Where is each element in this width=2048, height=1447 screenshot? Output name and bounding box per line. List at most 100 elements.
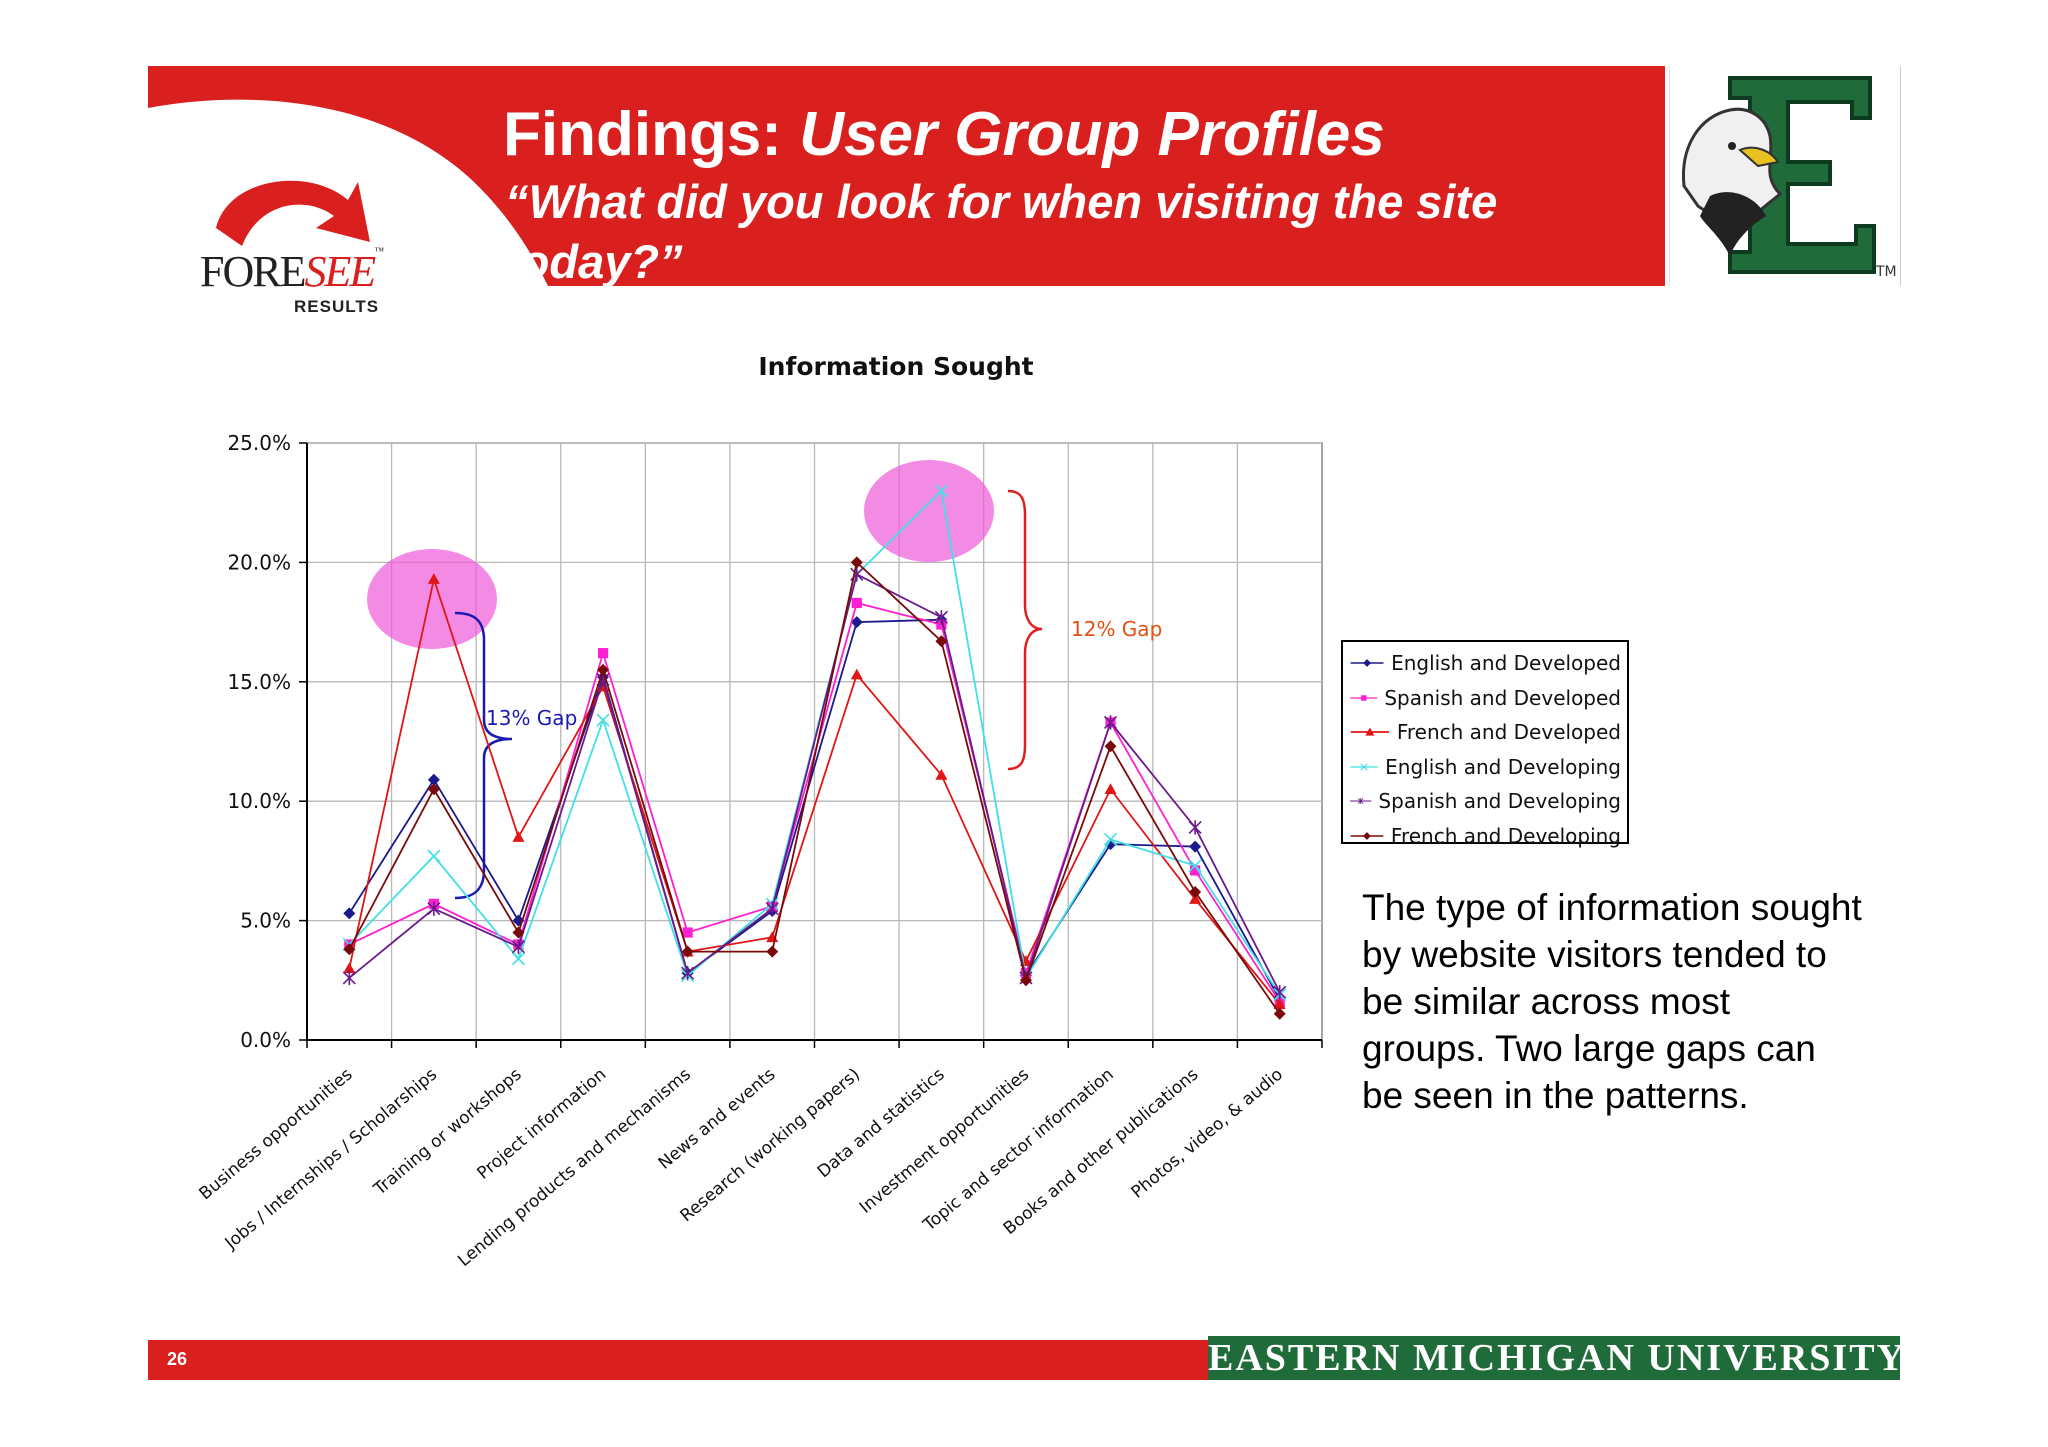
gap-label-12: 12% Gap bbox=[1071, 617, 1162, 641]
emu-trademark: TM bbox=[1875, 264, 1897, 280]
legend-marker bbox=[1363, 659, 1371, 668]
data-point bbox=[1104, 783, 1117, 795]
legend-marker bbox=[1360, 695, 1367, 701]
data-point bbox=[597, 648, 609, 659]
legend-marker bbox=[1365, 727, 1375, 736]
data-point bbox=[850, 556, 863, 569]
university-name: EASTERN MICHIGAN UNIVERSITY bbox=[1208, 1336, 1906, 1380]
y-tick-label: 5.0% bbox=[240, 909, 291, 933]
data-point bbox=[850, 616, 863, 629]
legend-item: English and Developing bbox=[1349, 750, 1621, 785]
x-tick-label: Investment opportunities bbox=[856, 1064, 1033, 1217]
foresee-logo-text: FORESEE™ bbox=[200, 246, 385, 296]
data-point bbox=[850, 668, 863, 680]
data-point bbox=[681, 945, 694, 958]
series-line bbox=[348, 575, 1281, 1005]
x-tick-label: Research (working papers) bbox=[677, 1065, 864, 1227]
data-point bbox=[934, 610, 948, 625]
data-point bbox=[342, 970, 356, 986]
legend-marker bbox=[1360, 763, 1368, 771]
y-tick-label: 20.0% bbox=[227, 550, 291, 574]
highlight-circle-jobs bbox=[367, 549, 497, 649]
data-point bbox=[1104, 740, 1117, 753]
data-point bbox=[597, 663, 610, 676]
y-tick-label: 15.0% bbox=[227, 670, 291, 694]
data-point bbox=[935, 768, 948, 780]
data-point bbox=[427, 773, 440, 786]
legend-label: French and Developing bbox=[1390, 823, 1621, 848]
data-point bbox=[1189, 885, 1202, 898]
data-point bbox=[1188, 820, 1202, 835]
legend-item: Spanish and Developed bbox=[1349, 681, 1621, 716]
gap-bracket-13 bbox=[454, 611, 513, 900]
data-point bbox=[343, 962, 356, 974]
data-point bbox=[1019, 974, 1032, 987]
x-tick-label: Photos, video, & audio bbox=[1128, 1065, 1287, 1203]
x-tick-label: Business opportunities bbox=[196, 1064, 357, 1204]
series-french-and-developing bbox=[343, 556, 1286, 1020]
y-tick-label: 25.0% bbox=[227, 431, 291, 455]
y-tick-label: 0.0% bbox=[240, 1028, 291, 1052]
data-point bbox=[682, 927, 693, 938]
gap-label-13: 13% Gap bbox=[486, 706, 577, 730]
data-point bbox=[1273, 998, 1286, 1009]
chart-title: Information Sought bbox=[758, 352, 1033, 381]
legend-label: French and Developed bbox=[1396, 720, 1621, 745]
data-point bbox=[1103, 715, 1118, 730]
foresee-logo-subtext: RESULTS bbox=[294, 297, 380, 316]
data-point bbox=[1273, 985, 1287, 1000]
legend-label: Spanish and Developing bbox=[1378, 789, 1621, 814]
legend-marker bbox=[1363, 831, 1371, 840]
description-text: The type of information sought by websit… bbox=[1362, 887, 1862, 1116]
legend-label: English and Developed bbox=[1391, 651, 1621, 676]
legend-item: French and Developed bbox=[1349, 715, 1621, 750]
emu-eagle-e-icon: TM bbox=[1681, 76, 1897, 280]
legend-swatch bbox=[1350, 695, 1378, 701]
series-lines bbox=[342, 484, 1287, 1020]
data-point bbox=[343, 943, 356, 956]
legend-label: English and Developing bbox=[1385, 754, 1621, 779]
legend-item: English and Developed bbox=[1349, 646, 1621, 681]
gap-bracket-12 bbox=[1007, 489, 1043, 771]
gridlines bbox=[307, 442, 1322, 1041]
series-line bbox=[348, 560, 1281, 1015]
page-number: 26 bbox=[167, 1349, 188, 1369]
legend-label: Spanish and Developed bbox=[1384, 685, 1621, 710]
legend-swatch bbox=[1350, 798, 1372, 805]
data-point bbox=[1188, 859, 1202, 873]
data-point bbox=[427, 849, 441, 863]
data-point bbox=[1190, 865, 1201, 876]
foresee-arrow-icon bbox=[216, 180, 370, 246]
data-point bbox=[934, 484, 948, 498]
data-point bbox=[596, 713, 610, 727]
page-subtitle: “What did you look for when visiting the… bbox=[505, 175, 1498, 288]
data-point bbox=[512, 831, 525, 842]
data-point bbox=[427, 901, 441, 916]
annotations: 13% Gap 12% Gap bbox=[367, 460, 1162, 900]
data-point bbox=[851, 597, 862, 609]
data-point bbox=[766, 945, 779, 958]
y-tick-label: 10.0% bbox=[227, 789, 291, 813]
data-point bbox=[512, 926, 525, 939]
highlight-circle-data bbox=[864, 460, 994, 562]
legend-item: French and Developing bbox=[1349, 819, 1621, 854]
data-point bbox=[765, 901, 779, 916]
legend-swatch bbox=[1350, 831, 1384, 840]
header-curve-decoration bbox=[148, 99, 548, 286]
emu-logo: TM bbox=[1669, 66, 1901, 286]
page-title: Findings: User Group Profiles bbox=[503, 100, 1385, 169]
data-point bbox=[427, 783, 440, 796]
legend-swatch bbox=[1350, 659, 1384, 668]
legend-swatch bbox=[1350, 727, 1390, 736]
legend-item: Spanish and Developing bbox=[1349, 784, 1621, 819]
data-point bbox=[1189, 893, 1202, 904]
data-point bbox=[1273, 1007, 1286, 1020]
data-point bbox=[511, 939, 526, 955]
x-tick-label: Training or workshops bbox=[369, 1064, 525, 1200]
data-point bbox=[1189, 840, 1202, 853]
data-point bbox=[1103, 832, 1118, 846]
data-point bbox=[935, 635, 948, 648]
chart-legend: English and Developed Spanish and Develop… bbox=[1341, 640, 1629, 848]
series-line bbox=[348, 573, 1281, 993]
